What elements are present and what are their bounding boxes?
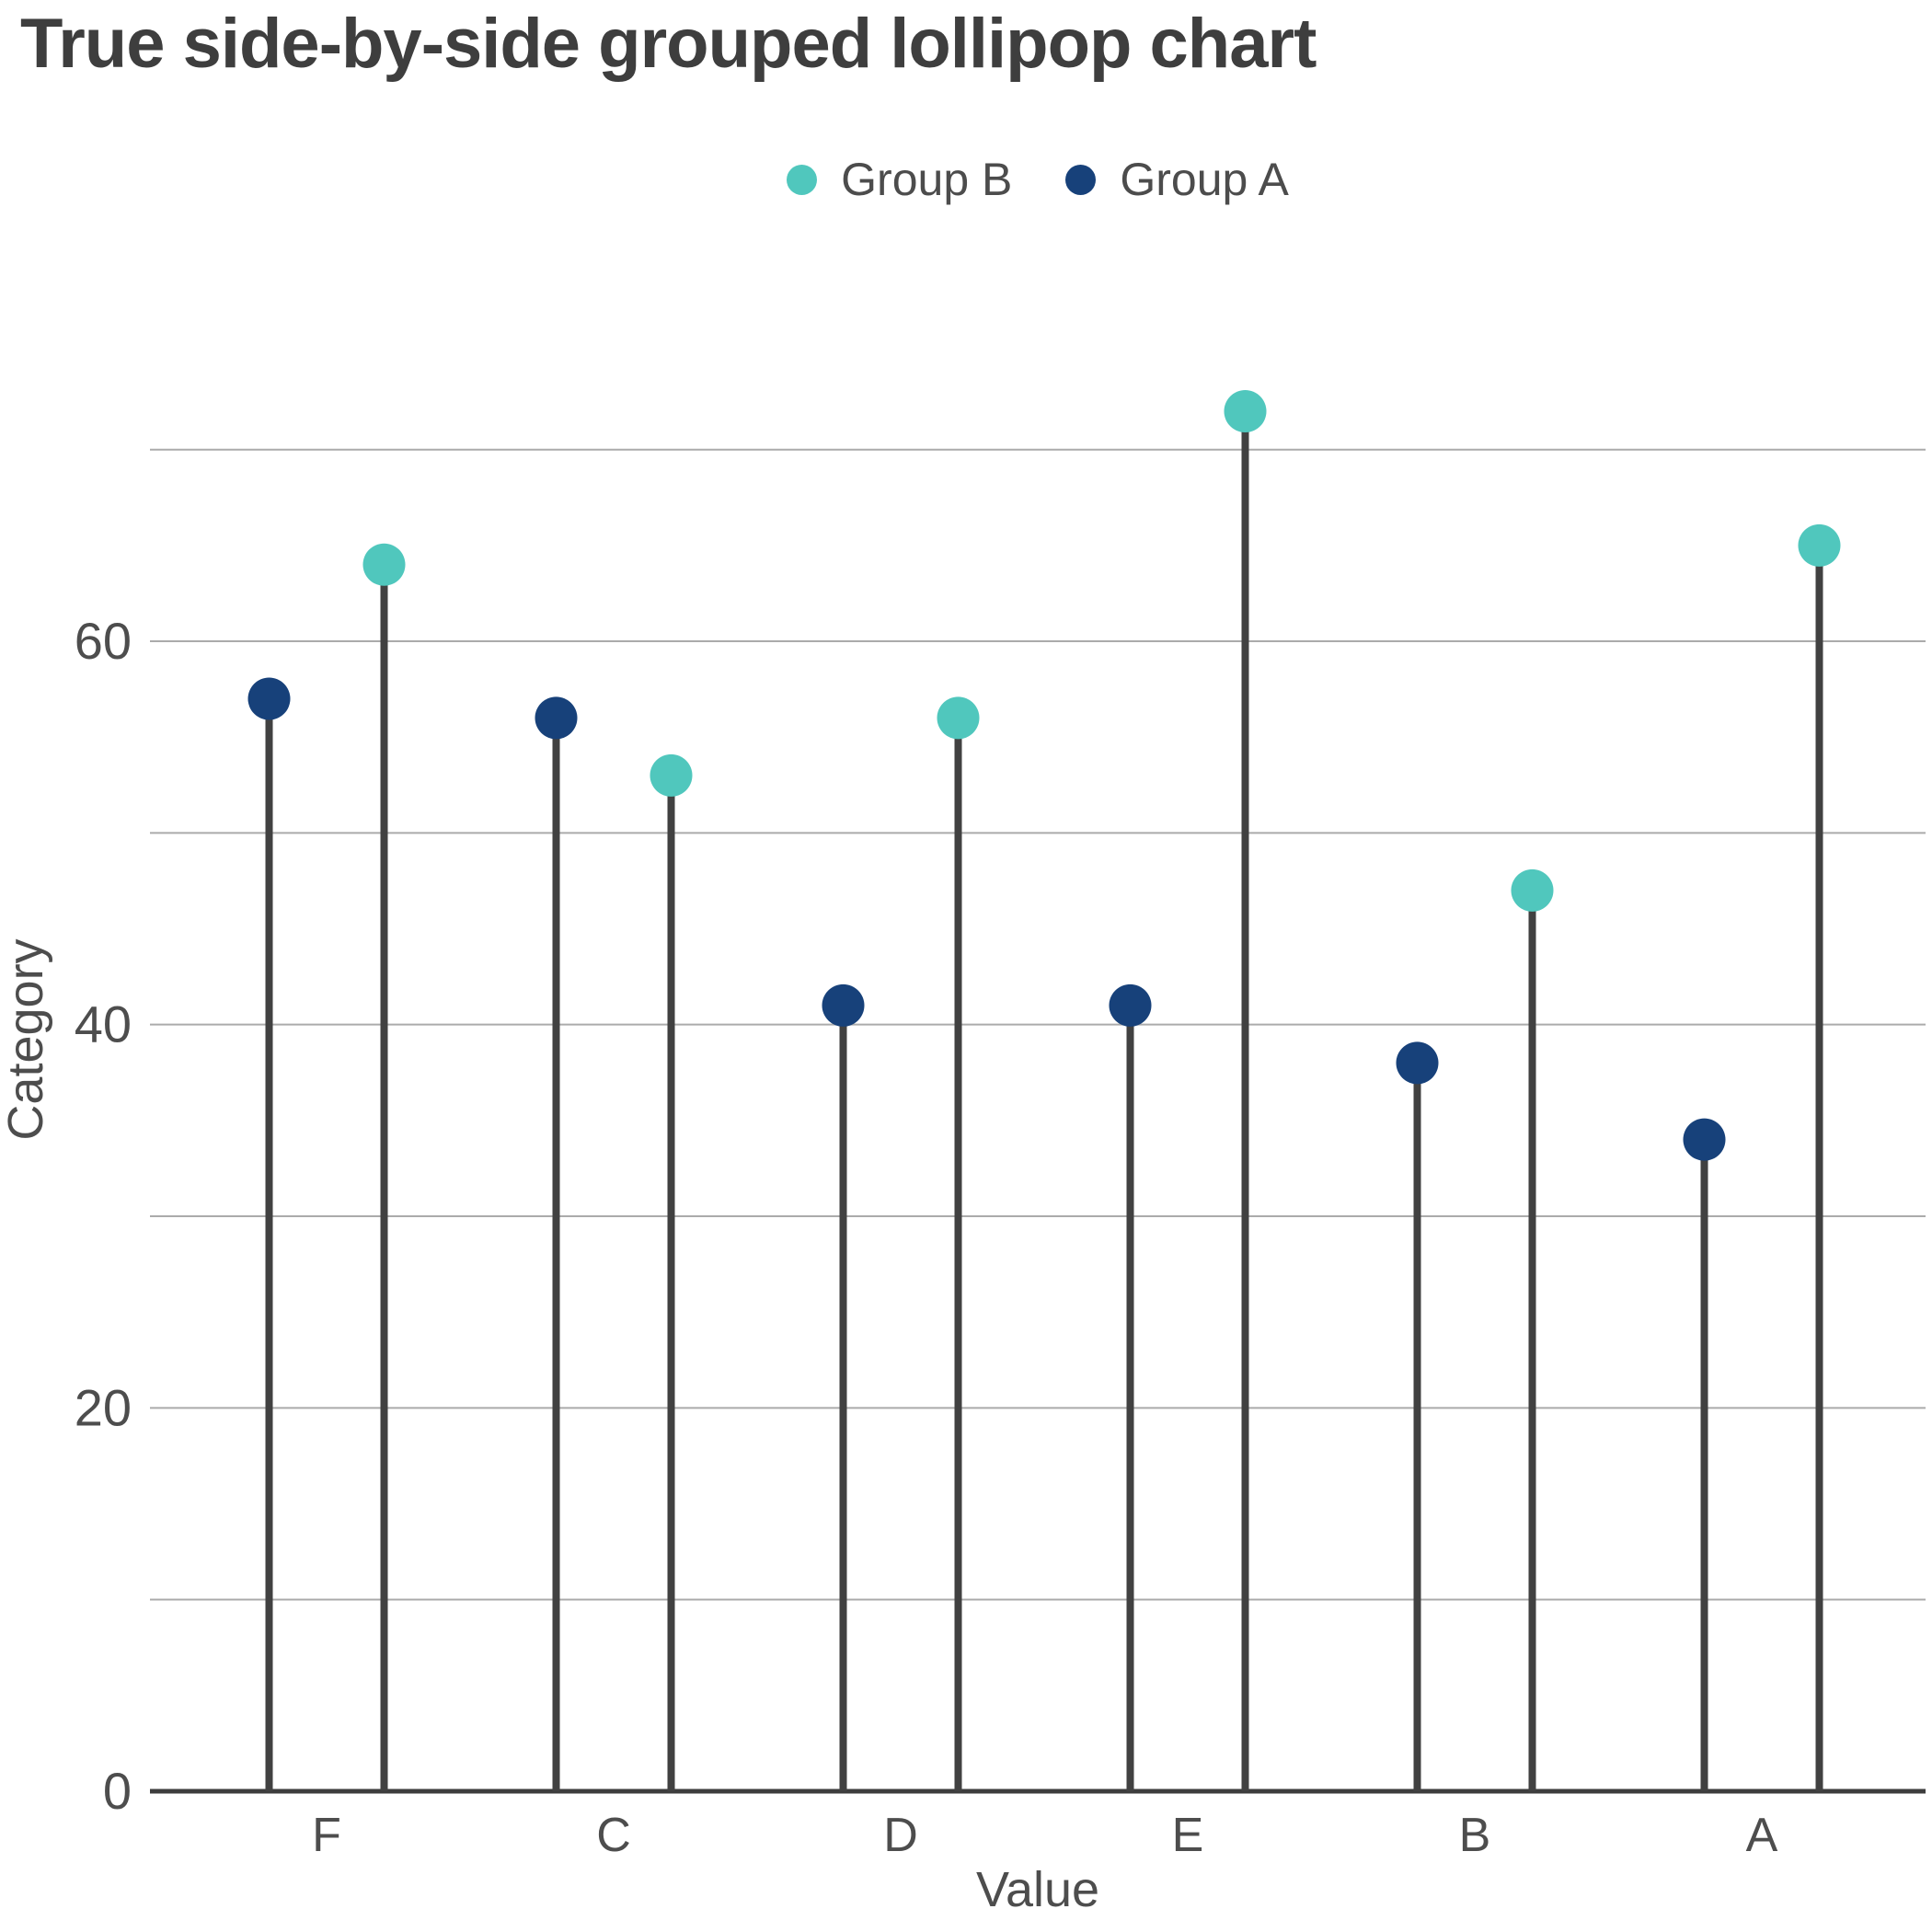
x-tick-label: C	[596, 1809, 631, 1862]
x-tick-label: E	[1172, 1809, 1204, 1862]
legend-dot-icon	[787, 164, 818, 195]
x-axis-title: Value	[976, 1862, 1099, 1917]
lollipop-dot-group-b	[1798, 523, 1841, 567]
legend-label: Group A	[1120, 154, 1289, 205]
legend-item-group-a: Group A	[1065, 153, 1289, 206]
lollipop-dot-group-b	[1224, 390, 1267, 433]
x-tick-label: A	[1746, 1809, 1778, 1862]
legend-dot-icon	[1065, 164, 1097, 195]
lollipop-dot-group-a	[1109, 983, 1152, 1027]
legend-item-group-b: Group B	[787, 153, 1012, 206]
lollipop-dot-group-a	[535, 696, 578, 740]
lollipop-dot-group-a	[822, 983, 865, 1027]
lollipop-dot-group-a	[1683, 1118, 1726, 1161]
lollipop-dot-group-a	[247, 677, 291, 720]
legend: Group B Group A	[150, 153, 1926, 206]
lollipop-dot-group-b	[1511, 868, 1554, 912]
y-tick-label: 0	[103, 1762, 132, 1820]
legend-label: Group B	[841, 154, 1013, 205]
y-axis-title: Category	[0, 938, 53, 1140]
lollipop-dot-group-b	[362, 543, 406, 586]
lollipop-dot-group-b	[937, 696, 980, 740]
y-tick-label: 40	[75, 995, 132, 1053]
x-tick-label: B	[1459, 1809, 1491, 1862]
lollipop-dot-group-b	[650, 753, 693, 797]
chart-title: True side-by-side grouped lollipop chart	[20, 5, 1317, 83]
y-tick-label: 60	[75, 612, 132, 670]
x-tick-label: F	[312, 1809, 341, 1862]
y-tick-label: 20	[75, 1378, 132, 1436]
x-tick-label: D	[883, 1809, 918, 1862]
lollipop-dot-group-a	[1396, 1041, 1439, 1085]
